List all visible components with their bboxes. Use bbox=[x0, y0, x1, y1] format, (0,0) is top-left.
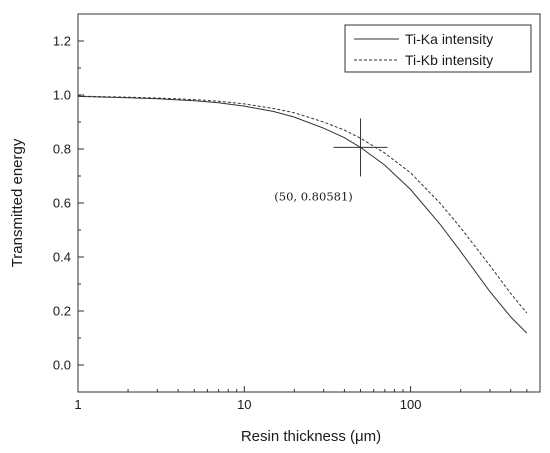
y-tick-label: 0.0 bbox=[53, 358, 71, 373]
x-tick-label: 100 bbox=[400, 397, 422, 412]
x-tick-label: 1 bbox=[74, 397, 81, 412]
legend-label-2: Ti-Kb intensity bbox=[405, 52, 493, 68]
series-line-1 bbox=[77, 95, 528, 334]
x-axis-title: Resin thickness (μm) bbox=[241, 428, 381, 445]
y-axis-title: Transmitted energy bbox=[9, 138, 26, 267]
series-lines bbox=[77, 95, 528, 334]
axis-ticks: 1 10 100 0.0 0.2 0.4 0.6 0.8 1.0 1.2 bbox=[53, 13, 541, 412]
crosshair-annotation: (50, 0.80581) bbox=[274, 118, 388, 203]
y-tick-label: 0.8 bbox=[53, 142, 71, 157]
annotation-label: (50, 0.80581) bbox=[274, 189, 352, 203]
y-tick-label: 0.6 bbox=[53, 196, 71, 211]
series-line-2 bbox=[77, 95, 528, 314]
y-tick-label: 0.4 bbox=[53, 250, 71, 265]
legend: Ti-Ka intensity Ti-Kb intensity bbox=[344, 24, 532, 73]
legend-label-1: Ti-Ka intensity bbox=[405, 31, 493, 47]
x-tick-label: 10 bbox=[237, 397, 251, 412]
y-tick-label: 1.2 bbox=[53, 34, 71, 49]
y-tick-label: 0.2 bbox=[53, 304, 71, 319]
y-tick-label: 1.0 bbox=[53, 88, 71, 103]
legend-box bbox=[344, 24, 532, 73]
